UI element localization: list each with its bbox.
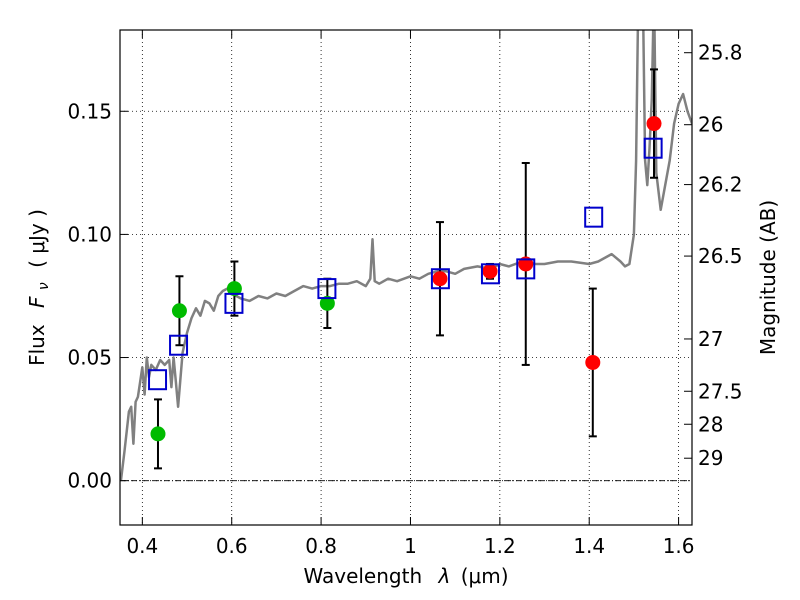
model-spectrum-line (120, 30, 692, 481)
blue-square-point (317, 278, 337, 300)
y-tick-label: 0.15 (67, 99, 112, 123)
y-axis-label: Flux F ν ( μJy ) (25, 209, 53, 366)
x-tick-label: 0.4 (126, 534, 158, 558)
right-tick-label: 26.5 (698, 244, 743, 268)
right-tick-label: 29 (698, 446, 723, 470)
y-axis-label-unit: ( μJy ) (25, 209, 49, 268)
red-data-point (646, 116, 662, 132)
red-data-point (585, 354, 601, 370)
y-axis-label-text: Flux (25, 324, 49, 366)
blue-square-point (584, 206, 604, 228)
right-tick-label: 25.8 (698, 41, 743, 65)
right-tick-label: 26 (698, 113, 723, 137)
blue-square-point (224, 292, 244, 314)
green-data-point (319, 295, 335, 311)
blue-square-point (169, 334, 189, 356)
red-data-point (432, 271, 448, 287)
x-axis-label-text: Wavelength (303, 564, 422, 588)
x-tick-label: 0.6 (216, 534, 248, 558)
x-axis-label-symbol: λ (438, 564, 451, 588)
green-data-point (150, 426, 166, 442)
axis-labels: Wavelength λ (μm) Flux F ν ( μJy ) Magni… (25, 200, 780, 588)
x-axis-label: Wavelength λ (μm) (303, 564, 508, 588)
plot-frame (119, 29, 693, 526)
right-tick-label: 28 (698, 412, 723, 436)
x-tick-label: 1.2 (484, 534, 516, 558)
x-tick-label: 1.4 (573, 534, 605, 558)
blue-square-point (643, 137, 663, 159)
x-tick-label: 0.8 (305, 534, 337, 558)
y-tick-label: 0.05 (67, 346, 112, 370)
right-axis-label: Magnitude (AB) (756, 200, 780, 355)
right-tick-label: 27.5 (698, 379, 743, 403)
x-axis-label-unit: (μm) (461, 564, 509, 588)
data-markers (148, 116, 663, 442)
green-data-point (226, 281, 242, 297)
right-tick-label: 26.2 (698, 173, 743, 197)
y-axis-label-subscript: ν (36, 282, 52, 290)
green-data-point (171, 303, 187, 319)
blue-square-point (148, 369, 168, 391)
axis-ticks: 0.4 0.6 0.8 1 1.2 1.4 1.6 0.00 0.05 0.10 0.15 25.8 2… (67, 30, 743, 558)
blue-square-point (516, 258, 536, 280)
x-tick-label: 1 (404, 534, 417, 558)
right-tick-label: 27 (698, 327, 723, 351)
model-spectrum (120, 30, 692, 481)
blue-square-point (430, 268, 450, 290)
blue-square-point (480, 263, 500, 285)
y-tick-label: 0.10 (67, 222, 112, 246)
y-tick-label: 0.00 (67, 469, 112, 493)
y-axis-label-symbol: F (25, 296, 49, 308)
red-data-point (482, 263, 498, 279)
error-bars (153, 68, 659, 470)
x-tick-label: 1.6 (663, 534, 695, 558)
